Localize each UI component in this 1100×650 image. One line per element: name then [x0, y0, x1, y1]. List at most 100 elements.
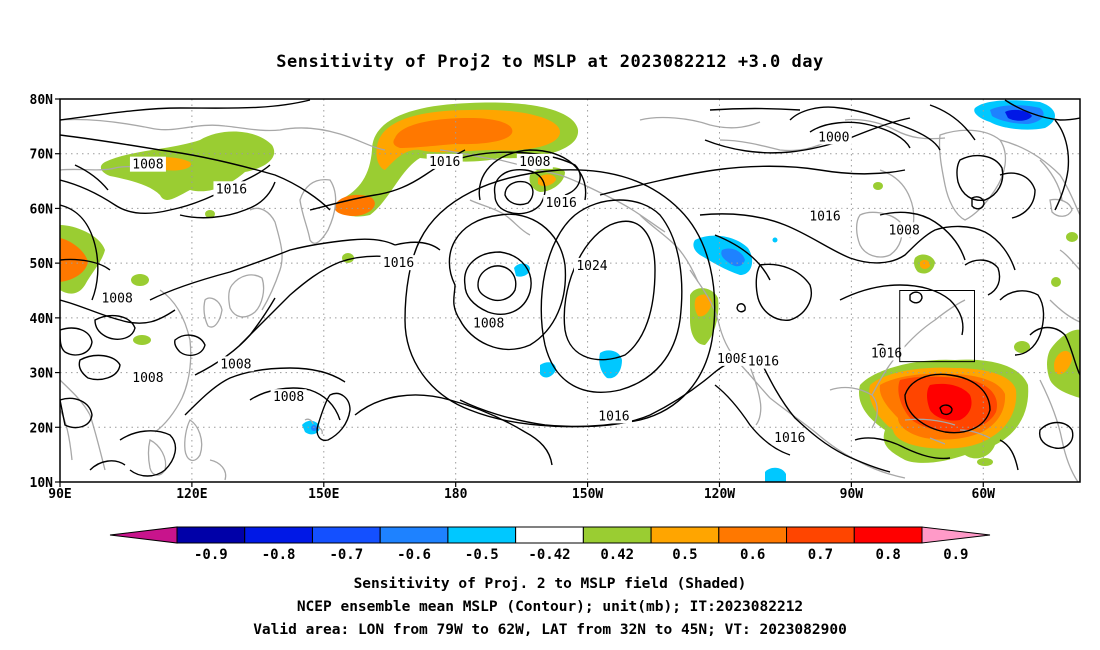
contour-label-bg: [99, 290, 136, 306]
contour-label-bg: [516, 153, 553, 169]
shade-epac-blue: [765, 467, 786, 482]
lon-tick-label: 120W: [704, 487, 735, 502]
captions: Sensitivity of Proj. 2 to MSLP field (Sh…: [253, 576, 847, 638]
lon-tick-label: 90W: [840, 487, 864, 502]
contour-label: 1008: [519, 155, 550, 170]
contour-label: 1016: [546, 196, 577, 211]
lon-tick-label: 120E: [176, 487, 207, 502]
contour-label: 1008: [717, 352, 748, 367]
lat-tick-label: 60N: [30, 202, 54, 217]
lon-tick-label: 60W: [972, 487, 996, 502]
contour-label: 1008: [132, 158, 163, 173]
colorbar-segment: [650, 526, 720, 544]
contour-label: 1016: [809, 210, 840, 225]
mslp-contours: [60, 99, 1080, 477]
figure-title: Sensitivity of Proj2 to MSLP at 20230822…: [276, 52, 823, 72]
contour-label-bg: [886, 222, 923, 238]
colorbar-segment: [176, 526, 246, 544]
contour-label: 1016: [429, 155, 460, 170]
longitude-labels: 90E 120E 150E 180 150W 120W 90W 60W: [48, 487, 995, 502]
lon-tick-label: 150W: [572, 487, 603, 502]
colorbar-label: 0.7: [808, 547, 833, 563]
lat-tick-label: 30N: [30, 367, 54, 382]
map-frame: [59, 98, 1081, 483]
lon-tick-label: 150E: [308, 487, 339, 502]
contour-label-bg: [868, 345, 905, 361]
colorbar-label: -0.7: [329, 547, 363, 563]
valid-area-box: [899, 290, 975, 363]
lat-tick-label: 40N: [30, 312, 54, 327]
colorbar-high-triangle: [921, 526, 991, 544]
colorbar-label: 0.9: [943, 547, 968, 563]
colorbar-segment: [582, 526, 652, 544]
lat-tick-label: 70N: [30, 148, 54, 163]
contour-label-bg: [714, 350, 751, 366]
colorbar-label: -0.8: [262, 547, 296, 563]
colorbar-segment: [311, 526, 381, 544]
colorbar-label: -0.6: [397, 547, 431, 563]
contour-label-bg: [270, 389, 307, 405]
axis-ticks: [55, 98, 984, 487]
contour-label-bg: [595, 408, 632, 424]
contour-label-bg: [745, 353, 782, 369]
contour-label: 1008: [132, 371, 163, 386]
contour-label: 1016: [748, 355, 779, 370]
contour-label: 1008: [473, 316, 504, 331]
contour-label-bg: [129, 370, 166, 386]
latitude-labels: 80N 70N 60N 50N 40N 30N 20N 10N: [30, 93, 54, 491]
lon-tick-label: 90E: [48, 487, 71, 502]
caption-line-2: NCEP ensemble mean MSLP (Contour); unit(…: [297, 599, 803, 615]
lat-tick-label: 80N: [30, 93, 54, 108]
colorbar-label: 0.8: [875, 547, 900, 563]
contour-label-bg: [213, 181, 250, 197]
lat-lon-gridlines: [60, 99, 1080, 482]
colorbar-segment: [515, 526, 584, 544]
shade-bering-orange: [334, 194, 375, 216]
contour-label: 1016: [383, 256, 414, 271]
contour-label: 1016: [216, 182, 247, 197]
contour-label: 1008: [273, 390, 304, 405]
contour-label: 1016: [598, 409, 629, 424]
colorbar-segment: [718, 526, 788, 544]
colorbar-label: 0.6: [740, 547, 765, 563]
caption-line-3: Valid area: LON from 79W to 62W, LAT fro…: [253, 622, 847, 638]
shade-hawaii-blue: [302, 420, 320, 435]
colorbar-segment: [786, 526, 855, 544]
lat-tick-label: 10N: [30, 476, 54, 491]
caption-line-1: Sensitivity of Proj. 2 to MSLP field (Sh…: [354, 576, 747, 592]
contour-label-bg: [543, 194, 580, 210]
lat-tick-label: 20N: [30, 421, 54, 436]
contour-label: 1008: [220, 357, 251, 372]
colorbar-segment: [853, 526, 923, 544]
colorbar-label: -0.42: [528, 547, 570, 563]
contour-label-bg: [129, 156, 166, 172]
contour-label-bg: [815, 129, 852, 145]
colorbar-low-triangle: [109, 526, 178, 544]
colorbar-segment: [244, 526, 313, 544]
contour-label-bg: [380, 255, 417, 271]
shade-pacific-blue3: [540, 362, 556, 378]
contour-label: 1016: [871, 346, 902, 361]
contour-label: 1008: [101, 292, 132, 307]
contour-label-bg: [426, 153, 463, 169]
contour-label: 1016: [774, 431, 805, 446]
contour-label-bg: [807, 208, 843, 224]
lon-tick-label: 180: [444, 487, 468, 502]
contour-label-bg: [470, 315, 507, 331]
colorbar-label: 0.5: [672, 547, 697, 563]
contour-label-bg: [217, 356, 254, 372]
contour-label: 1024: [576, 259, 607, 274]
contour-label: 1008: [888, 223, 919, 238]
contour-label-bg: [771, 430, 808, 446]
colorbar-label: 0.42: [600, 547, 634, 563]
colorbar-segment: [447, 526, 517, 544]
colorbar-segment: [379, 526, 449, 544]
contour-label: 1000: [818, 130, 849, 145]
colorbar: -0.9 -0.8 -0.7 -0.6 -0.5 -0.42 0.42 0.5 0.6 0.7 0.…: [109, 526, 991, 563]
lat-tick-label: 50N: [30, 257, 54, 272]
shade-carib-red2: [927, 383, 972, 421]
shade-arctic-darkorange: [393, 118, 513, 148]
